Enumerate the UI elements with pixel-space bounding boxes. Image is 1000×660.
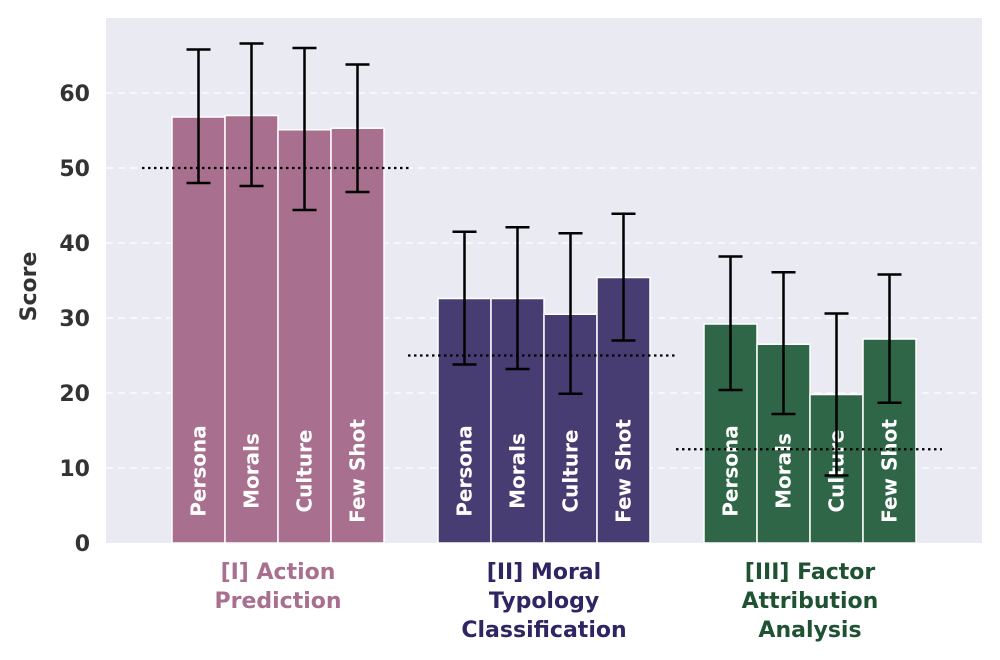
bar-group: Persona Morals Culture Few Shot	[408, 212, 676, 544]
y-tick-label: 0	[75, 532, 90, 557]
group-label: Classification	[461, 618, 626, 643]
bar	[171, 116, 226, 544]
bar-group: Persona Morals Culture Few Shot	[142, 42, 410, 544]
bar-label: Few Shot	[878, 419, 902, 523]
bar-label: Persona	[187, 425, 211, 516]
group-label: Attribution	[742, 589, 879, 614]
group-label: [III] Factor	[745, 560, 876, 585]
bar-label: Morals	[240, 433, 264, 509]
y-tick-label: 50	[59, 157, 90, 182]
y-tick-label: 60	[59, 82, 90, 107]
bar-label: Persona	[453, 425, 477, 516]
bar-label: Morals	[772, 433, 796, 509]
bar-label: Persona	[719, 425, 743, 516]
y-axis-title: Score	[17, 252, 42, 322]
group-label: [I] Action	[221, 560, 336, 585]
y-tick-label: 40	[59, 232, 90, 257]
y-tick-label: 30	[59, 307, 90, 332]
bar-group: Persona Morals Culture Few Shot	[676, 255, 942, 544]
bar-label: Culture	[293, 430, 317, 513]
bar-label: Morals	[506, 433, 530, 509]
group-label: Analysis	[758, 618, 861, 643]
bar	[330, 127, 385, 544]
y-tick-label: 10	[59, 457, 90, 482]
bar-label: Culture	[559, 430, 583, 513]
bar-label: Few Shot	[612, 419, 636, 523]
group-label: Typology	[489, 589, 599, 614]
group-label: Prediction	[214, 589, 341, 614]
bar-label: Few Shot	[346, 419, 370, 523]
y-tick-label: 20	[59, 382, 90, 407]
group-label: [II] Moral	[487, 560, 601, 585]
